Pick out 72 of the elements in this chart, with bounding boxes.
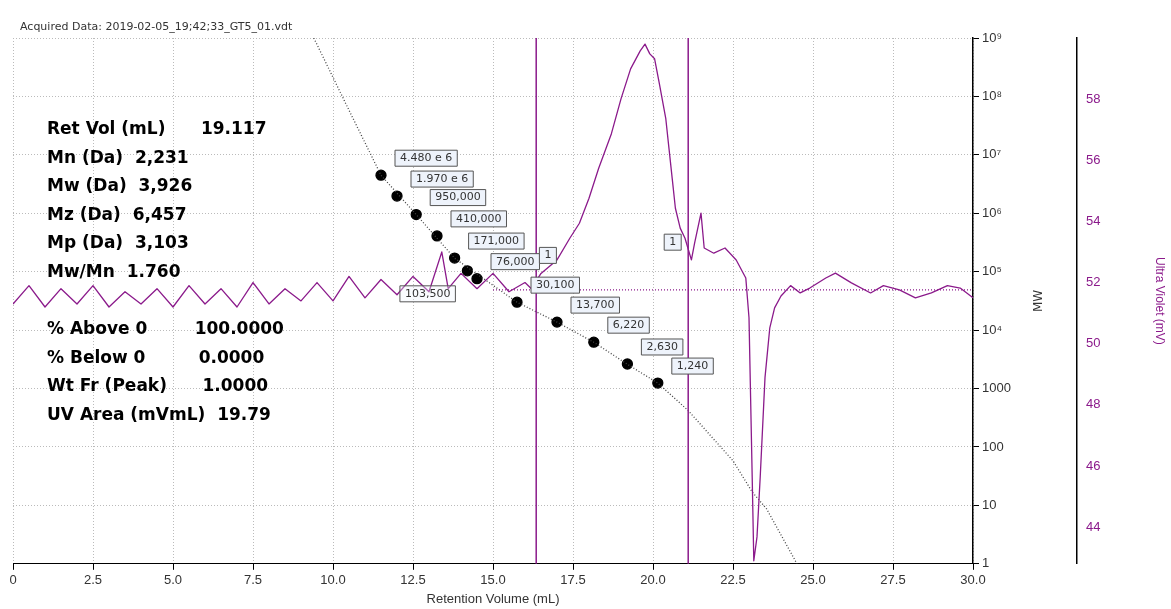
x-tick-label: 15.0	[480, 572, 506, 588]
data-label: 13,700	[576, 297, 615, 311]
y2-tick-label: 56	[1086, 151, 1101, 167]
data-label: 103,500	[404, 286, 451, 300]
y-tick-label: 10⁸	[982, 88, 1002, 103]
x-tick-label: 25.0	[800, 572, 826, 588]
annotation: % Below 0 0.0000	[47, 346, 265, 367]
y-tick-label: 10⁵	[982, 263, 1002, 279]
x-tick-label: 17.5	[560, 572, 586, 588]
point	[652, 377, 664, 389]
x-tick-label: 10.0	[320, 572, 346, 588]
data-label: 410,000	[456, 211, 502, 225]
y-tick-label: 1000	[982, 380, 1011, 396]
annotation: UV Area (mVmL) 19.79	[47, 403, 271, 424]
chart-title: Acquired Data: 2019-02-05_19;42;33_GT5_01.vdt	[20, 20, 293, 33]
point	[588, 336, 600, 348]
data-label: 6,220	[612, 318, 645, 332]
x-tick-label: 5.0	[163, 572, 183, 588]
annotation: Mp (Da) 3,103	[47, 232, 189, 252]
data-label: 2,630	[646, 339, 678, 353]
annotation: % Above 0 100.0000	[47, 318, 284, 338]
point	[461, 265, 474, 277]
point	[431, 230, 443, 242]
point	[551, 316, 563, 328]
data-label: 76,000	[496, 254, 535, 268]
y-tick-label: 100	[982, 438, 1004, 454]
data-label: 30,100	[536, 278, 575, 292]
annotation: 1	[669, 235, 677, 249]
data-label: 1,240	[676, 358, 709, 372]
x-tick-label: 2.5	[83, 572, 103, 588]
y2-tick-label: 58	[1086, 90, 1101, 106]
x-tick-label: 7.5	[243, 572, 263, 588]
y-tick-label: 10⁷	[982, 146, 1002, 162]
point	[511, 296, 523, 308]
y2-axis-title: Ultra Violet (mV)	[1153, 257, 1168, 345]
annotation: Mz (Da) 6,457	[47, 203, 187, 224]
point	[375, 169, 387, 181]
annotation: 1	[544, 248, 552, 262]
data-label: 950,000	[435, 190, 481, 204]
data-label: 171,000	[473, 233, 520, 247]
point	[391, 190, 403, 202]
annotation: Mn (Da) 2,231	[47, 146, 189, 167]
annotation: Mw (Da) 3,926	[47, 175, 193, 195]
point	[621, 358, 634, 370]
y-tick-label: 10⁴	[982, 321, 1003, 337]
data-label: 1.970 e 6	[416, 171, 469, 185]
line-series	[313, 38, 798, 564]
x-tick-label: 22.5	[720, 572, 746, 588]
x-tick-label: 30.0	[960, 572, 986, 588]
annotation: Mw/Mn 1.760	[47, 260, 181, 281]
x-tick-label: 0	[9, 572, 17, 588]
point	[410, 208, 422, 221]
y-tick-label: 10⁶	[982, 204, 1002, 220]
x-tick-label: 12.5	[400, 572, 426, 588]
y-tick-label: 10	[982, 496, 997, 512]
y2-tick-label: 50	[1086, 335, 1101, 351]
annotation: Wt Fr (Peak) 1.0000	[47, 375, 269, 395]
y2-tick-label: 54	[1086, 213, 1101, 228]
y2-tick-label: 44	[1086, 518, 1101, 534]
y2-tick-label: 52	[1086, 274, 1101, 290]
point	[471, 273, 483, 285]
y2-tick-label: 48	[1086, 396, 1101, 412]
y-tick-label: 1	[982, 555, 990, 571]
y-axis-title: MW	[1031, 289, 1046, 313]
x-tick-label: 27.5	[880, 572, 906, 588]
data-label: 4.480 e 6	[400, 151, 453, 165]
y2-tick-label: 46	[1086, 457, 1101, 473]
y-tick-label: 10⁹	[982, 29, 1003, 45]
annotation: Ret Vol (mL) 19.117	[47, 118, 267, 138]
x-axis-title: Retention Volume (mL)	[426, 590, 560, 606]
point	[448, 252, 461, 264]
x-tick-label: 20.0	[640, 572, 666, 588]
